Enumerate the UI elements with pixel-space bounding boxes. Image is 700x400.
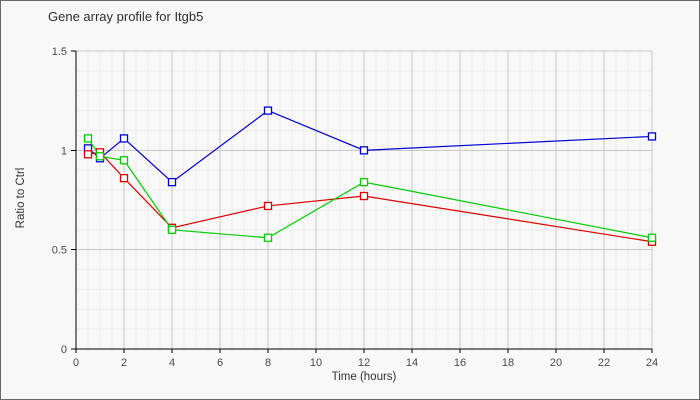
y-tick-label: 1 — [61, 145, 67, 157]
green-series-line — [87, 138, 653, 239]
blue-series-marker — [263, 106, 273, 115]
y-axis-label: Ratio to Ctrl — [15, 167, 27, 229]
red-series-marker — [263, 201, 273, 211]
x-tick-label: 16 — [454, 357, 466, 369]
green-series-marker — [263, 233, 273, 242]
x-tick-label: 0 — [73, 357, 79, 369]
red-series-marker — [359, 191, 369, 201]
x-tick-label: 18 — [502, 357, 514, 369]
x-axis-label: Time (hours) — [331, 371, 397, 383]
green-series-marker — [119, 156, 129, 165]
x-tick-label: 10 — [310, 357, 322, 369]
blue-series-marker — [119, 134, 129, 143]
x-tick-label: 6 — [217, 357, 223, 369]
blue-series-marker — [359, 146, 369, 155]
blue-series-marker — [167, 177, 177, 187]
green-series-marker — [359, 177, 369, 187]
x-tick-label: 12 — [358, 357, 370, 369]
x-tick-label: 2 — [121, 357, 127, 369]
y-tick-label: 1.5 — [52, 46, 67, 58]
blue-series-line — [87, 109, 653, 183]
x-tick-label: 22 — [598, 357, 610, 369]
blue-series-marker — [647, 132, 657, 141]
green-series-marker — [167, 225, 177, 234]
x-tick-label: 24 — [646, 357, 658, 369]
red-series-marker — [119, 173, 129, 183]
green-series-marker — [83, 134, 93, 143]
green-series-marker — [647, 233, 657, 242]
y-tick-label: 0 — [61, 344, 67, 356]
x-tick-label: 20 — [550, 357, 562, 369]
y-tick-label: 0.5 — [52, 245, 67, 257]
x-tick-label: 4 — [169, 357, 175, 369]
chart-title: Gene array profile for Itgb5 — [48, 9, 204, 24]
x-tick-label: 14 — [406, 357, 418, 369]
x-tick-label: 8 — [265, 357, 271, 369]
green-series-marker — [95, 152, 105, 161]
red-series-marker — [83, 150, 93, 159]
